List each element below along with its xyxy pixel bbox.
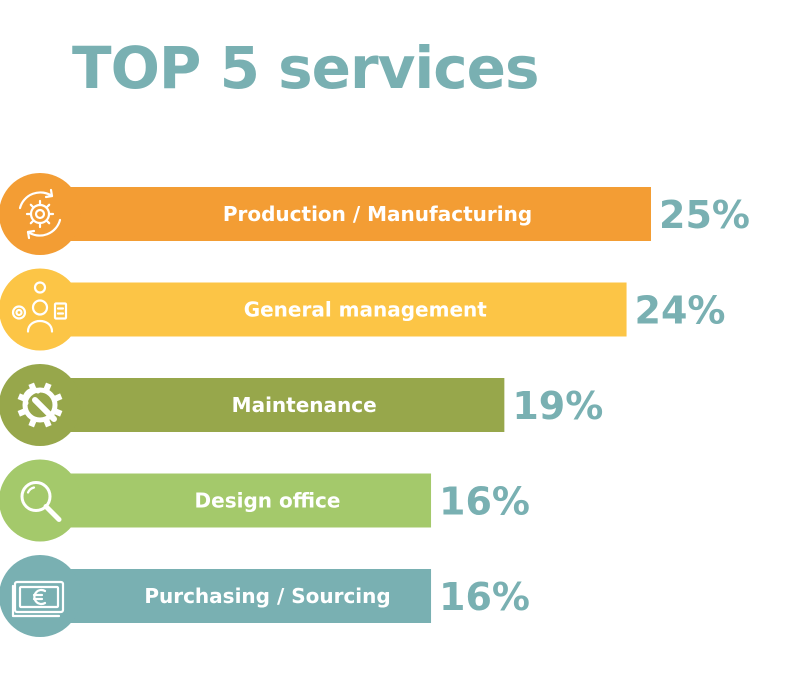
bar-row: General management 24% [0, 268, 726, 351]
bar [40, 282, 627, 337]
management-team-icon [11, 281, 68, 333]
gear-cycle-icon [18, 188, 62, 240]
bar-row: Purchasing / Sourcing 16% [0, 555, 530, 637]
bar-label: Maintenance [232, 393, 377, 417]
bar-row: Design office 16% [0, 459, 530, 542]
percent-label: 25% [659, 193, 750, 237]
bar-label: General management [244, 298, 488, 322]
percent-label: 24% [635, 289, 726, 333]
icon-circle [0, 459, 81, 542]
bar-label: Design office [195, 489, 341, 513]
bar-row: Production / Manufacturing 25% [0, 173, 750, 255]
bar [40, 187, 651, 241]
gear-wrench-icon [17, 382, 63, 428]
icon-circle [0, 268, 81, 351]
icon-circle [0, 173, 81, 255]
bar-row: Maintenance 19% [0, 364, 603, 446]
percent-label: 19% [512, 384, 603, 428]
bar [40, 473, 432, 528]
percent-label: 16% [439, 575, 530, 619]
page-title: TOP 5 services [72, 34, 540, 102]
bar-label: Production / Manufacturing [223, 202, 532, 226]
bar [40, 569, 432, 623]
percent-label: 16% [439, 480, 530, 524]
bar [40, 378, 505, 432]
magnifier-icon [20, 481, 62, 522]
bar-label: Purchasing / Sourcing [144, 584, 390, 608]
euro-banknote-icon [11, 580, 65, 618]
